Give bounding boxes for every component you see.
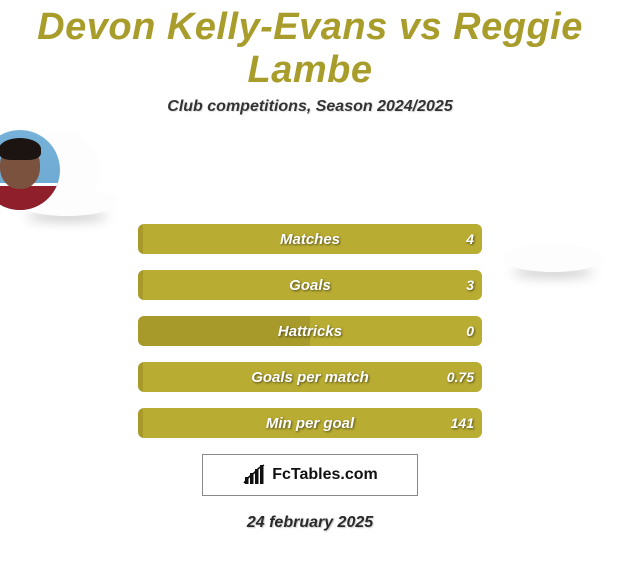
stat-bar-right	[143, 224, 482, 254]
stat-bar-right	[143, 408, 482, 438]
stat-row: Goals3	[138, 270, 482, 300]
stat-row: Goals per match0.75	[138, 362, 482, 392]
brand-box: FcTables.com	[202, 454, 418, 496]
stat-row: Min per goal141	[138, 408, 482, 438]
stat-bar-right	[310, 316, 482, 346]
stat-row: Matches4	[138, 224, 482, 254]
stat-bar-right	[143, 270, 482, 300]
player-right-avatar	[0, 130, 60, 210]
comparison-panel: Matches4 Goals3 Hattricks0 Goals per match0…	[0, 144, 620, 438]
date-stamp: 24 february 2025	[0, 514, 620, 532]
stat-row: Hattricks0	[138, 316, 482, 346]
subtitle: Club competitions, Season 2024/2025	[0, 98, 620, 116]
brand-text: FcTables.com	[272, 466, 378, 484]
player-right-name-placeholder	[502, 244, 604, 272]
stat-bars: Matches4 Goals3 Hattricks0 Goals per match0…	[138, 224, 482, 438]
stat-bar-right	[143, 362, 482, 392]
bar-chart-icon	[242, 463, 266, 487]
page-title: Devon Kelly-Evans vs Reggie Lambe	[0, 0, 620, 92]
stat-bar-left	[138, 316, 310, 346]
